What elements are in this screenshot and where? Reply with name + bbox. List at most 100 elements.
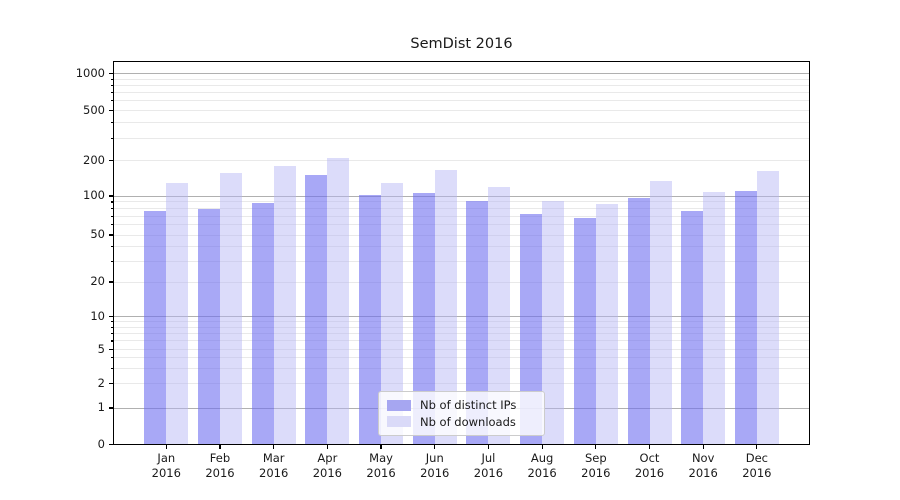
x-tick-mark (380, 444, 382, 449)
bar-downloads (595, 204, 618, 445)
bar-downloads (166, 182, 189, 445)
bar-downloads (327, 158, 350, 445)
x-tick-mark (326, 444, 328, 449)
y-tick-mark (109, 72, 113, 75)
y-tick-label: 20 (90, 274, 105, 288)
bar-distinct-ips (734, 191, 757, 445)
x-tick-label: May 2016 (366, 451, 396, 480)
minor-gridline (114, 137, 809, 139)
legend-swatch (387, 416, 411, 428)
x-tick-label: Feb 2016 (205, 451, 235, 480)
bar-distinct-ips (466, 201, 489, 445)
bar-distinct-ips (251, 202, 274, 445)
minor-gridline (114, 160, 809, 161)
bar-distinct-ips (627, 198, 650, 445)
x-tick-label: Jun 2016 (420, 451, 450, 480)
bar-distinct-ips (520, 213, 543, 445)
minor-gridline (114, 332, 809, 334)
bar-distinct-ips (681, 210, 704, 445)
bar-downloads (273, 165, 296, 445)
x-tick-mark (541, 444, 543, 449)
plot-area (113, 61, 810, 445)
y-tick-mark (109, 281, 113, 283)
bar-distinct-ips (197, 208, 220, 445)
bar-distinct-ips (573, 217, 596, 445)
minor-gridline (114, 224, 809, 226)
x-tick-mark (165, 444, 167, 449)
bar-downloads (703, 192, 726, 445)
y-tick-label: 100 (83, 188, 105, 202)
y-minor-tick-mark (110, 122, 113, 124)
x-tick-label: Apr 2016 (312, 451, 342, 480)
x-tick-label: Aug 2016 (527, 451, 557, 480)
y-minor-tick-mark (110, 137, 113, 140)
y-minor-tick-mark (110, 340, 113, 342)
minor-gridline (114, 215, 809, 217)
bar-downloads (649, 180, 672, 445)
y-minor-tick-mark (110, 367, 113, 370)
y-minor-tick-mark (110, 224, 113, 226)
bar-downloads (434, 169, 457, 445)
x-tick-mark (756, 444, 758, 449)
minor-gridline (114, 357, 809, 359)
y-minor-tick-mark (110, 326, 113, 328)
x-tick-label: Mar 2016 (259, 451, 289, 480)
x-tick-mark (595, 444, 597, 449)
bar-downloads (756, 170, 779, 445)
bar-downloads (488, 186, 511, 445)
y-tick-label: 5 (97, 341, 105, 356)
y-minor-tick-mark (110, 201, 113, 203)
y-minor-tick-mark (110, 215, 113, 217)
minor-gridline (114, 321, 809, 323)
y-tick-mark (109, 195, 113, 197)
legend-label: Nb of downloads (420, 414, 516, 429)
y-tick-mark (109, 234, 113, 236)
x-tick-mark (273, 444, 275, 449)
legend-swatch (387, 399, 411, 411)
bar-distinct-ips (359, 194, 382, 445)
minor-gridline (114, 326, 809, 328)
minor-gridline (114, 260, 809, 262)
y-minor-tick-mark (110, 357, 113, 359)
legend: Nb of distinct IPs Nb of downloads (378, 391, 545, 436)
x-tick-label: Dec 2016 (742, 451, 772, 480)
bar-downloads (542, 200, 565, 445)
major-gridline (114, 195, 809, 197)
minor-gridline (114, 367, 809, 369)
minor-gridline (114, 208, 809, 210)
y-minor-tick-mark (110, 78, 113, 80)
x-tick-mark (702, 444, 704, 449)
y-tick-label: 50 (90, 227, 105, 241)
legend-row: Nb of distinct IPs (387, 398, 536, 412)
y-tick-label: 500 (83, 102, 105, 117)
y-minor-tick-mark (110, 92, 113, 94)
y-tick-label: 2 (97, 375, 105, 390)
x-tick-label: Jul 2016 (473, 451, 504, 480)
y-tick-label: 0 (97, 436, 105, 451)
minor-gridline (114, 281, 809, 283)
y-tick-label: 1 (97, 400, 105, 414)
y-minor-tick-mark (110, 100, 113, 102)
minor-gridline (114, 78, 809, 80)
x-tick-mark (648, 444, 651, 449)
minor-gridline (114, 201, 809, 203)
minor-gridline (114, 84, 809, 86)
y-tick-label: 10 (90, 308, 105, 323)
y-tick-mark (109, 443, 113, 446)
x-tick-label: Nov 2016 (688, 451, 718, 480)
bar-downloads (381, 182, 404, 445)
chart-title: SemDist 2016 (410, 36, 513, 52)
minor-gridline (114, 122, 809, 124)
y-minor-tick-mark (110, 208, 113, 210)
bar-distinct-ips (144, 210, 167, 445)
y-tick-label: 1000 (75, 65, 105, 80)
x-tick-label: Jan 2016 (151, 451, 181, 480)
minor-gridline (114, 349, 809, 350)
y-minor-tick-mark (110, 84, 113, 87)
major-gridline (114, 316, 809, 317)
y-minor-tick-mark (110, 245, 113, 248)
y-minor-tick-mark (110, 260, 113, 262)
x-tick-mark (487, 444, 490, 449)
bar-distinct-ips (412, 193, 435, 445)
y-tick-mark (109, 315, 113, 318)
